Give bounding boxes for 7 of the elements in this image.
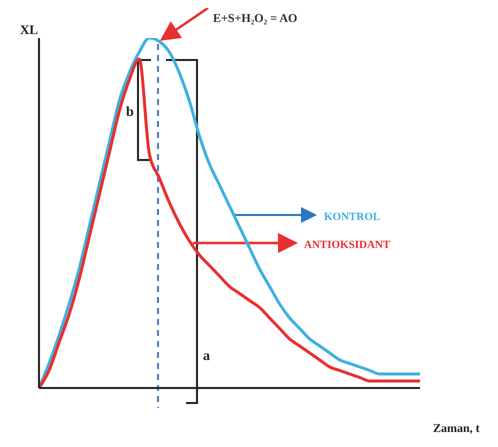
y-axis-title: XL	[20, 22, 38, 37]
x-axis-title: Zaman, t	[433, 421, 480, 435]
text: E+S+H₂O₂ = AO	[213, 11, 298, 25]
text: ANTIOKSIDANT	[304, 239, 391, 251]
annotation: b	[126, 105, 134, 120]
text: KONTROL	[324, 211, 380, 223]
annotation: a	[203, 349, 210, 364]
